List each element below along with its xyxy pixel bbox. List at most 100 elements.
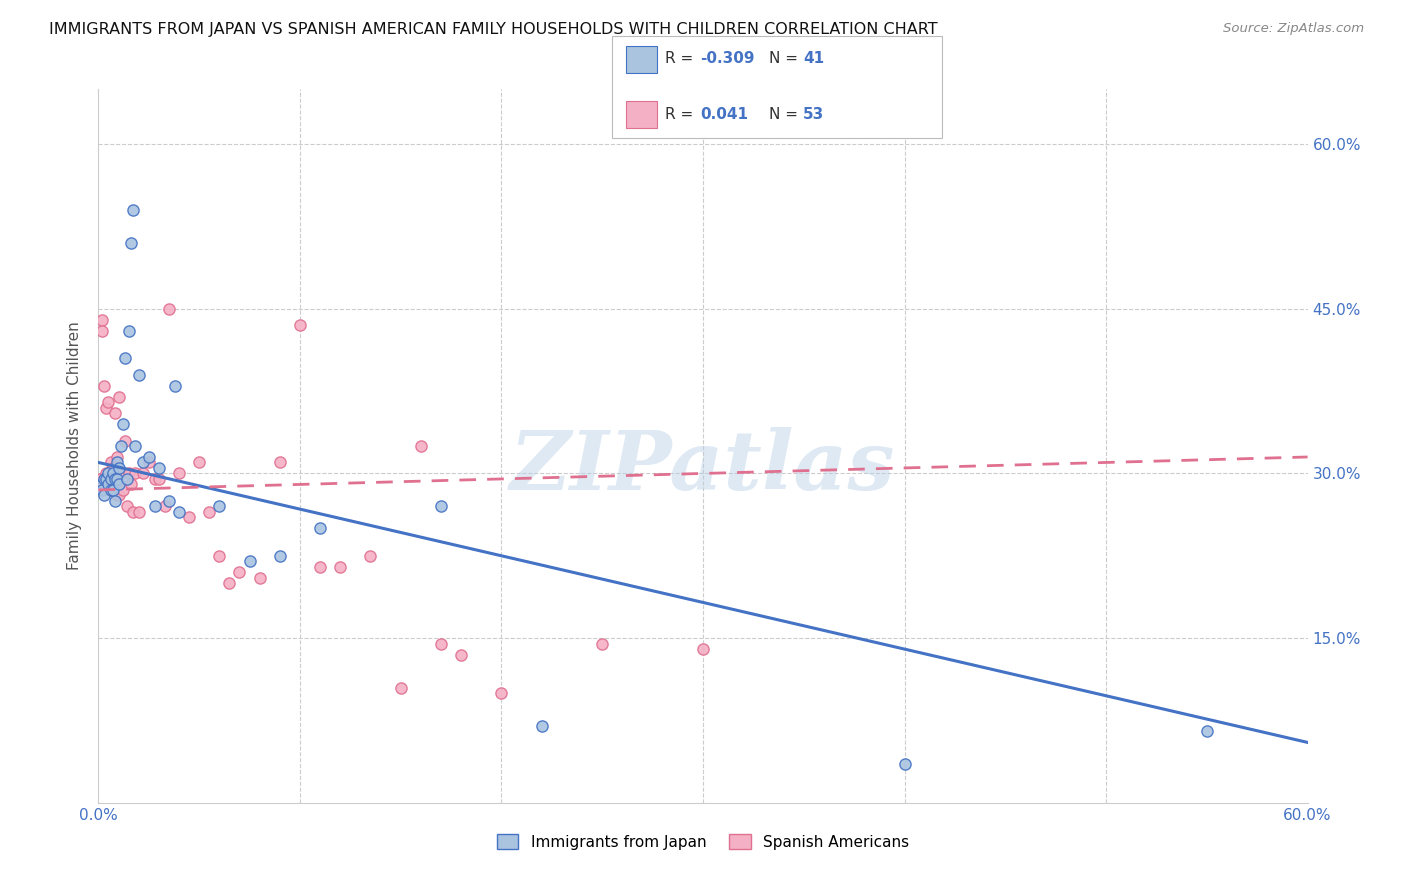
Point — [1195, 724, 1218, 739]
Point — [89, 472, 111, 486]
Point — [591, 637, 613, 651]
Point — [114, 434, 136, 448]
Point — [93, 378, 115, 392]
Point — [107, 461, 129, 475]
Point — [153, 500, 176, 514]
Point — [100, 455, 122, 469]
Point — [97, 472, 120, 486]
Point — [107, 390, 129, 404]
Point — [118, 467, 141, 481]
Point — [148, 461, 170, 475]
Point — [91, 483, 114, 497]
Text: R =: R = — [665, 52, 699, 66]
Point — [103, 472, 125, 486]
Point — [96, 472, 118, 486]
Point — [124, 467, 146, 481]
Point — [121, 202, 143, 217]
Point — [110, 467, 132, 481]
Point — [103, 406, 125, 420]
Point — [115, 500, 138, 514]
Point — [167, 467, 190, 481]
Point — [692, 642, 714, 657]
Point — [128, 368, 150, 382]
Point — [893, 757, 915, 772]
Point — [188, 455, 211, 469]
Point — [100, 483, 122, 497]
Point — [91, 477, 114, 491]
Point — [118, 324, 141, 338]
Point — [101, 483, 124, 497]
Point — [491, 686, 513, 700]
Point — [105, 472, 128, 486]
Point — [228, 566, 250, 580]
Point — [163, 378, 186, 392]
Point — [430, 637, 453, 651]
Point — [101, 461, 124, 475]
Point — [143, 472, 166, 486]
Point — [430, 500, 453, 514]
Point — [128, 505, 150, 519]
Point — [269, 549, 291, 563]
Point — [120, 477, 142, 491]
Point — [167, 505, 190, 519]
Point — [105, 488, 128, 502]
Text: 53: 53 — [803, 107, 824, 121]
Point — [530, 719, 553, 733]
Y-axis label: Family Households with Children: Family Households with Children — [67, 322, 83, 570]
Point — [107, 477, 129, 491]
Point — [389, 681, 412, 695]
Text: R =: R = — [665, 107, 703, 121]
Point — [198, 505, 221, 519]
Point — [360, 549, 382, 563]
Point — [132, 455, 155, 469]
Point — [450, 648, 472, 662]
Text: -0.309: -0.309 — [700, 52, 755, 66]
Point — [120, 235, 142, 250]
Point — [218, 576, 240, 591]
Point — [96, 401, 118, 415]
Point — [143, 500, 166, 514]
Point — [269, 455, 291, 469]
Point — [309, 521, 332, 535]
Point — [157, 301, 180, 316]
Point — [409, 439, 432, 453]
Point — [329, 559, 352, 574]
Point — [103, 494, 125, 508]
Point — [121, 505, 143, 519]
Point — [208, 549, 231, 563]
Point — [91, 312, 114, 326]
Text: 41: 41 — [803, 52, 824, 66]
Point — [208, 500, 231, 514]
Point — [148, 472, 170, 486]
Text: N =: N = — [769, 52, 803, 66]
Point — [93, 472, 115, 486]
Text: ZIPatlas: ZIPatlas — [510, 427, 896, 508]
Point — [132, 467, 155, 481]
Point — [97, 395, 120, 409]
Point — [115, 472, 138, 486]
Point — [124, 439, 146, 453]
Point — [103, 477, 125, 491]
Point — [100, 472, 122, 486]
Text: IMMIGRANTS FROM JAPAN VS SPANISH AMERICAN FAMILY HOUSEHOLDS WITH CHILDREN CORREL: IMMIGRANTS FROM JAPAN VS SPANISH AMERICA… — [49, 22, 938, 37]
Legend: Immigrants from Japan, Spanish Americans: Immigrants from Japan, Spanish Americans — [491, 828, 915, 855]
Point — [101, 477, 124, 491]
Point — [105, 450, 128, 464]
Point — [107, 488, 129, 502]
Text: Source: ZipAtlas.com: Source: ZipAtlas.com — [1223, 22, 1364, 36]
Point — [239, 554, 262, 568]
Point — [97, 477, 120, 491]
Point — [138, 455, 160, 469]
Point — [249, 571, 271, 585]
Point — [309, 559, 332, 574]
Text: 0.041: 0.041 — [700, 107, 748, 121]
Point — [100, 483, 122, 497]
Text: N =: N = — [769, 107, 803, 121]
Point — [96, 467, 118, 481]
Point — [111, 417, 134, 431]
Point — [93, 488, 115, 502]
Point — [110, 439, 132, 453]
Point — [114, 351, 136, 366]
Point — [91, 324, 114, 338]
Point — [105, 455, 128, 469]
